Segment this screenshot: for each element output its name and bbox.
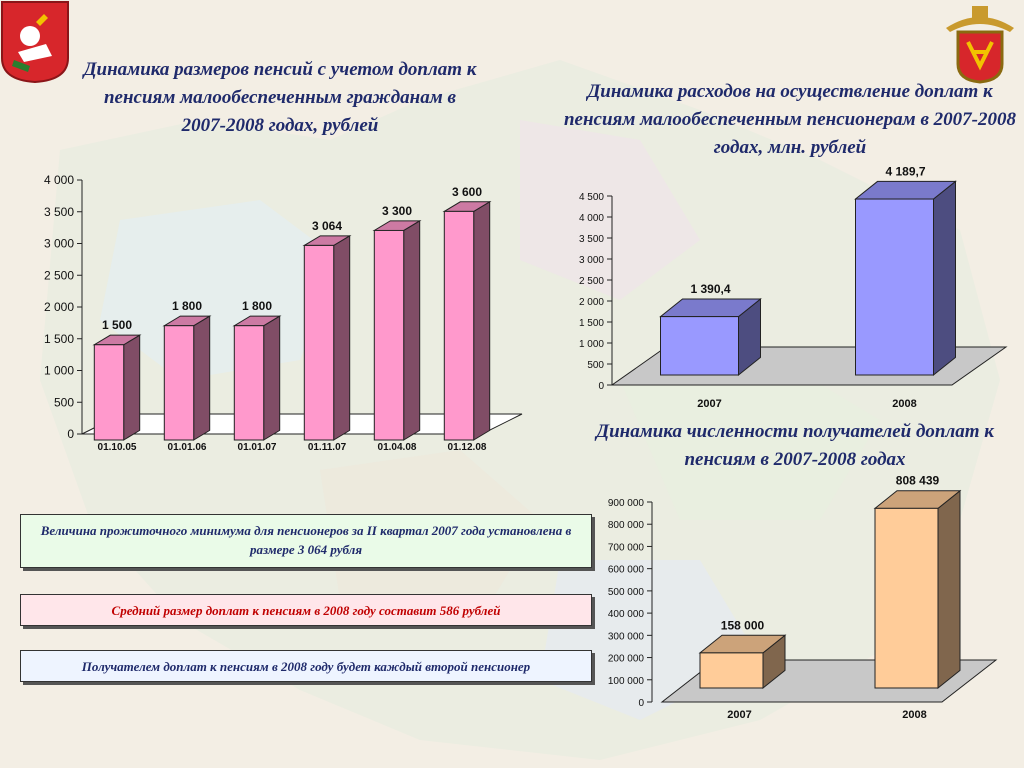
pensions-y-tick-label: 1 000 (44, 364, 74, 378)
expenses-data-label: 4 189,7 (885, 164, 925, 178)
recipients-bar-chart: 0 100 000 200 000 300 000 400 000 500 000 600 … (608, 474, 998, 721)
pensions-y-tick-label: 4 000 (44, 173, 74, 187)
average-note-text: Средний размер доплат к пенсиям в 2008 г… (111, 603, 501, 618)
expenses-y-tick-label: 3 500 (579, 234, 604, 245)
pensions-bar-side (193, 315, 211, 441)
pensions-bar (233, 325, 265, 441)
crowned-shield-emblem (946, 6, 1014, 84)
expenses-data-label: 1 390,4 (690, 282, 730, 296)
recipients-y-tick-label: 200 000 (608, 654, 645, 665)
recipients-y-tick-label: 500 000 (608, 587, 645, 598)
pensions-bar-chart: 0 500 1 000 1 500 2 000 2 500 3 000 3 500 4 000 1… (44, 173, 523, 453)
recipients-bar (699, 652, 764, 689)
expenses-y-tick-label: 4 000 (579, 213, 604, 224)
expenses-y-tick-label: 3 000 (579, 255, 604, 266)
pensions-data-label: 3 300 (382, 204, 412, 218)
expenses-category-label: 2007 (697, 398, 721, 410)
expenses-category-label: 2008 (892, 398, 916, 410)
recipients-y-tick-label: 600 000 (608, 565, 645, 576)
recipients-y-tick-label: 700 000 (608, 542, 645, 553)
recipients-y-tick-label: 0 (638, 698, 644, 709)
pensions-data-label: 3 600 (452, 185, 482, 199)
recipients-category-label: 2008 (902, 709, 926, 721)
pensions-category-label: 01.01.06 (168, 442, 207, 453)
pensions-category-label: 01.04.08 (378, 442, 417, 453)
pensions-bar-side (123, 334, 141, 441)
pensions-y-tick-label: 1 500 (44, 332, 74, 346)
pensions-y-tick-label: 2 500 (44, 268, 74, 282)
pensions-bar-side (403, 219, 421, 441)
expenses-y-tick-label: 1 500 (579, 318, 604, 329)
subsistence-note-text: Величина прожиточного минимума для пенси… (40, 523, 572, 557)
pensions-bar (163, 325, 195, 441)
pensions-y-tick-label: 3 000 (44, 237, 74, 251)
expenses-y-tick-label: 500 (587, 360, 604, 371)
recipients-chart-title: Динамика численности получателей доплат … (596, 421, 994, 470)
pensions-y-tick-label: 3 500 (44, 205, 74, 219)
expenses-y-tick-label: 2 000 (579, 297, 604, 308)
expenses-chart-title: Динамика расходов на осуществление допла… (563, 81, 1017, 158)
recipients-category-label: 2007 (727, 709, 751, 721)
pensions-bar (303, 244, 335, 441)
recipients-y-tick-label: 300 000 (608, 631, 645, 642)
recipients-y-tick-label: 400 000 (608, 609, 645, 620)
recipients-data-label: 158 000 (721, 618, 765, 632)
pensions-data-label: 1 500 (102, 318, 132, 332)
pensions-data-label: 1 800 (242, 299, 272, 313)
recipient-note-text: Получателем доплат к пенсиям в 2008 году… (81, 659, 531, 674)
average-note: Средний размер доплат к пенсиям в 2008 г… (20, 594, 592, 626)
recipient-note: Получателем доплат к пенсиям в 2008 году… (20, 650, 592, 682)
moscow-oblast-emblem (1, 1, 69, 84)
expenses-y-tick-label: 4 500 (579, 192, 604, 203)
pensions-y-tick-label: 2 000 (44, 300, 74, 314)
recipients-y-tick-label: 900 000 (608, 498, 645, 509)
pensions-category-label: 01.10.05 (98, 442, 137, 453)
pensions-data-label: 3 064 (312, 219, 342, 233)
pensions-bar (93, 344, 125, 441)
pensions-category-label: 01.11.07 (308, 442, 347, 453)
recipients-y-tick-label: 100 000 (608, 676, 645, 687)
recipients-data-label: 808 439 (896, 474, 940, 488)
expenses-bar-chart: 0 500 1 000 1 500 2 000 2 500 3 000 3 500 4 000 4… (579, 164, 1008, 410)
pensions-bar-side (333, 234, 351, 441)
pensions-y-tick-label: 0 (67, 427, 74, 441)
pensions-y-tick-label: 500 (54, 395, 74, 409)
expenses-y-tick-label: 2 500 (579, 276, 604, 287)
recipients-bar-side (937, 489, 961, 690)
pensions-bar-side (473, 200, 491, 441)
recipients-y-tick-label: 800 000 (608, 520, 645, 531)
pensions-bar (373, 229, 405, 441)
pensions-category-label: 01.12.08 (448, 442, 487, 453)
pensions-bar-side (263, 315, 281, 441)
expenses-y-tick-label: 0 (598, 381, 604, 392)
expenses-y-tick-label: 1 000 (579, 339, 604, 350)
pensions-data-label: 1 800 (172, 299, 202, 313)
pensions-bar (443, 210, 475, 441)
recipients-bar (874, 507, 939, 689)
pensions-category-label: 01.01.07 (238, 442, 277, 453)
pensions-chart-title: Динамика размеров пенсий с учетом доплат… (83, 59, 477, 136)
expenses-bar-side (933, 180, 956, 377)
subsistence-note: Величина прожиточного минимума для пенси… (20, 514, 592, 568)
expenses-bar (855, 198, 934, 376)
expenses-bar (660, 316, 739, 376)
